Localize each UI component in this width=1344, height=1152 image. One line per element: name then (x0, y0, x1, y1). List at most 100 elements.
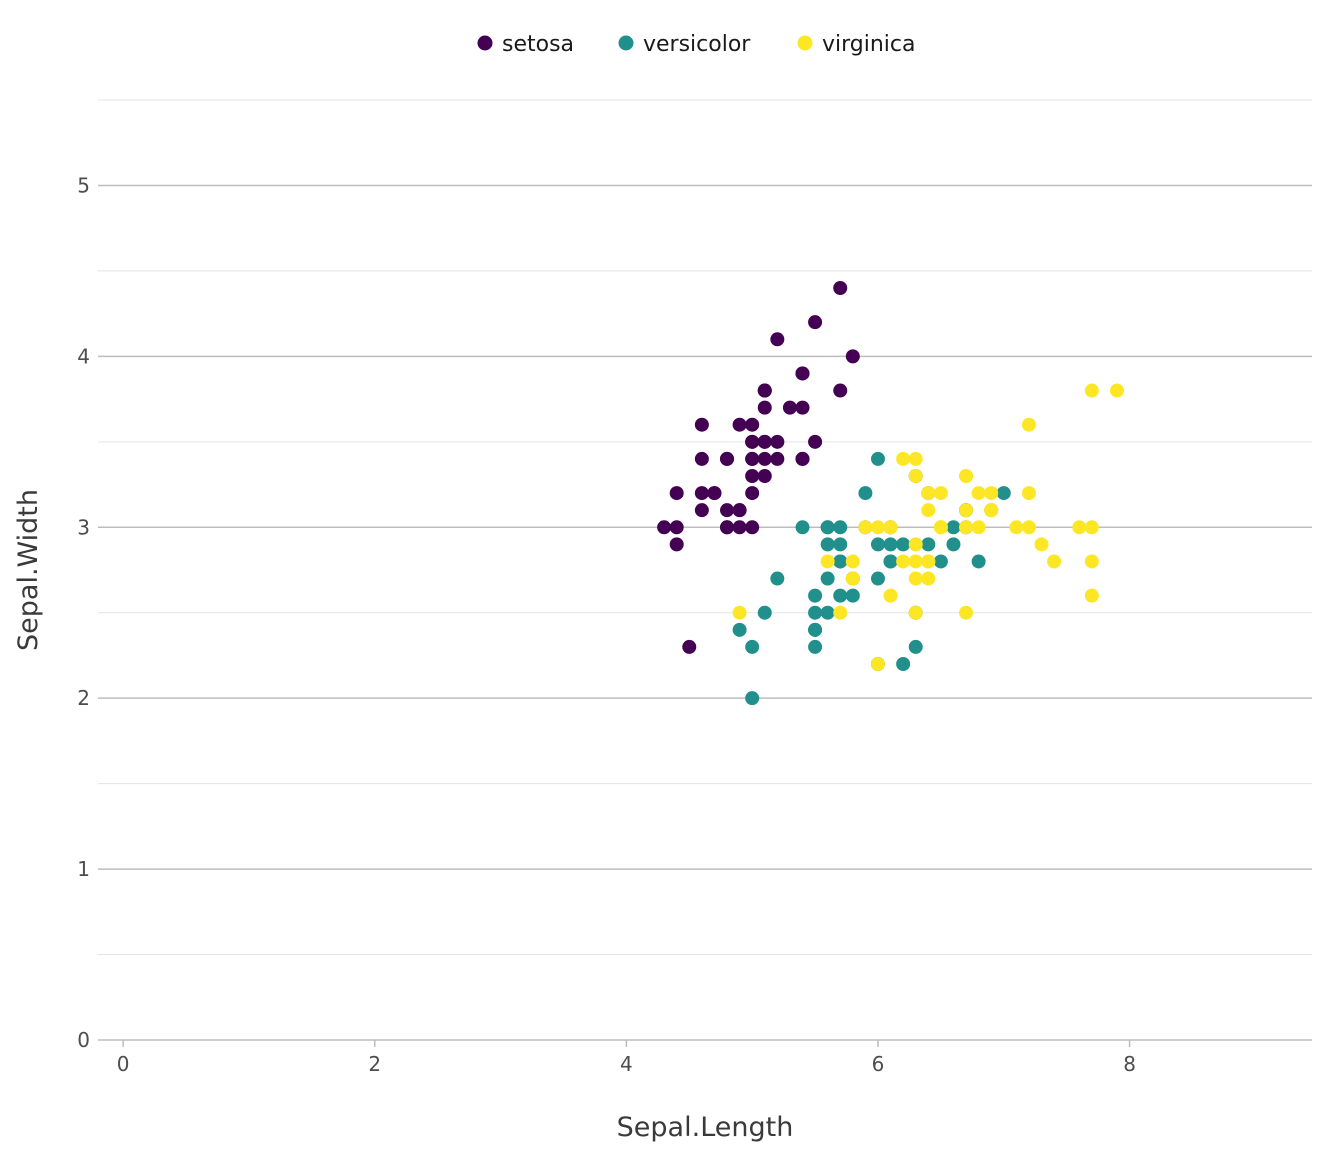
point-versicolor (870, 571, 885, 586)
x-tick-label: 8 (1123, 1052, 1136, 1076)
legend-label-virginica: virginica (822, 32, 916, 57)
point-setosa (694, 451, 709, 466)
point-virginica (1084, 520, 1099, 535)
point-versicolor (795, 520, 810, 535)
point-setosa (795, 400, 810, 415)
point-virginica (1047, 554, 1062, 569)
point-virginica (820, 554, 835, 569)
point-setosa (694, 503, 709, 518)
y-axis: 0 1 2 3 4 5 (77, 173, 90, 1052)
point-setosa (770, 332, 785, 347)
point-versicolor (820, 537, 835, 552)
point-setosa (757, 383, 772, 398)
point-setosa (782, 400, 797, 415)
point-virginica (959, 605, 974, 620)
point-versicolor (820, 571, 835, 586)
point-versicolor (833, 537, 848, 552)
point-virginica (908, 451, 923, 466)
point-virginica (984, 503, 999, 518)
point-setosa (732, 503, 747, 518)
point-versicolor (833, 520, 848, 535)
point-setosa (720, 451, 735, 466)
point-setosa (669, 520, 684, 535)
point-virginica (1009, 520, 1024, 535)
point-virginica (1021, 417, 1036, 432)
point-versicolor (770, 571, 785, 586)
point-virginica (959, 503, 974, 518)
point-virginica (883, 520, 898, 535)
point-versicolor (833, 588, 848, 603)
point-versicolor (808, 639, 823, 654)
point-setosa (845, 349, 860, 364)
point-setosa (682, 639, 697, 654)
point-versicolor (833, 554, 848, 569)
legend-label-setosa: setosa (502, 32, 574, 57)
point-setosa (745, 520, 760, 535)
point-setosa (732, 520, 747, 535)
point-virginica (732, 605, 747, 620)
y-tick-label: 2 (77, 686, 90, 710)
point-setosa (757, 400, 772, 415)
legend-swatch-virginica (797, 35, 813, 51)
point-setosa (795, 366, 810, 381)
point-versicolor (896, 537, 911, 552)
point-versicolor (858, 486, 873, 501)
point-virginica (921, 554, 936, 569)
x-tick-label: 4 (620, 1052, 633, 1076)
y-tick-label: 5 (77, 173, 90, 197)
point-setosa (770, 451, 785, 466)
point-virginica (845, 571, 860, 586)
point-virginica (845, 554, 860, 569)
point-setosa (833, 281, 848, 295)
point-setosa (732, 417, 747, 432)
point-virginica (1084, 588, 1099, 603)
point-setosa (694, 486, 709, 501)
point-virginica (858, 520, 873, 535)
point-versicolor (883, 554, 898, 569)
legend-swatch-setosa (477, 35, 493, 51)
point-versicolor (870, 451, 885, 466)
point-versicolor (808, 605, 823, 620)
point-versicolor (845, 588, 860, 603)
point-virginica (1072, 520, 1087, 535)
point-virginica (933, 486, 948, 501)
point-virginica (1034, 537, 1049, 552)
point-virginica (833, 605, 848, 620)
point-virginica (971, 520, 986, 535)
x-axis-title: Sepal.Length (617, 1112, 794, 1143)
x-tick-label: 0 (117, 1052, 130, 1076)
grid-major (98, 184, 1312, 1041)
point-virginica (870, 657, 885, 671)
point-virginica (1084, 383, 1099, 398)
point-versicolor (896, 657, 911, 671)
point-versicolor (820, 520, 835, 535)
point-virginica (959, 520, 974, 535)
point-virginica (883, 588, 898, 603)
point-virginica (908, 571, 923, 586)
point-versicolor (808, 622, 823, 637)
point-virginica (971, 486, 986, 501)
point-versicolor (757, 605, 772, 620)
point-versicolor (745, 639, 760, 654)
point-virginica (870, 520, 885, 535)
y-tick-label: 3 (77, 515, 90, 539)
point-setosa (657, 520, 672, 535)
point-setosa (757, 451, 772, 466)
x-tick-label: 6 (872, 1052, 885, 1076)
point-versicolor (745, 691, 760, 706)
y-tick-label: 4 (77, 344, 90, 368)
point-setosa (720, 503, 735, 518)
point-virginica (1110, 383, 1125, 398)
point-setosa (757, 434, 772, 449)
point-virginica (1021, 520, 1036, 535)
point-setosa (669, 486, 684, 501)
point-setosa (707, 486, 722, 501)
point-setosa (757, 469, 772, 483)
point-versicolor (732, 622, 747, 637)
point-virginica (896, 554, 911, 569)
point-versicolor (808, 588, 823, 603)
point-versicolor (820, 605, 835, 620)
grid-minor (98, 99, 1312, 956)
point-setosa (795, 451, 810, 466)
